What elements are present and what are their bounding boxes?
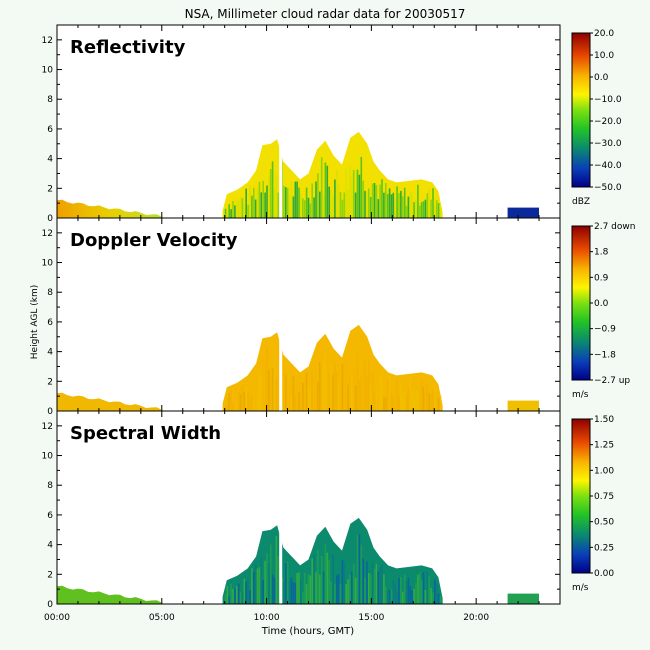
y-tick-label: 10 — [42, 452, 54, 462]
y-tick-label: 12 — [42, 422, 53, 432]
colorbar-tick-label: 20.0 — [594, 29, 614, 39]
panels-group: 0 2 4 6 8 10 12 Reflectivity 0 2 4 6 8 10 12 Doppler Ve… — [42, 24, 561, 610]
colorbar-3: 1.50 1.25 1.00 0.75 0.50 0.25 0.00 m/s — [571, 415, 614, 593]
y-tick-label: 4 — [47, 155, 53, 165]
y-tick-label: 6 — [47, 511, 53, 521]
panel-title: Reflectivity — [70, 37, 186, 58]
colorbar-unit: m/s — [572, 390, 589, 400]
colorbar-gradient — [571, 418, 591, 574]
echo-region-late — [507, 207, 539, 218]
x-axis-label: Time (hours, GMT) — [261, 626, 355, 637]
colorbar-tick-label: 0.0 — [594, 299, 609, 309]
panel-title: Spectral Width — [70, 423, 221, 444]
panel-3: 0 2 4 6 8 10 12 Spectral Width — [42, 410, 561, 610]
y-tick-label: 8 — [47, 95, 53, 105]
panel-2: 0 2 4 6 8 10 12 Doppler Velocity — [42, 217, 561, 417]
x-tick-label: 00:00 — [44, 613, 70, 623]
x-tick-label: 20:00 — [463, 613, 489, 623]
echo-region-early — [57, 199, 164, 218]
y-tick-label: 0 — [47, 214, 53, 224]
echo-texture — [224, 347, 442, 411]
colorbar-tick-label: −10.0 — [594, 95, 622, 105]
colorbar-tick-label: 1.50 — [594, 415, 614, 425]
colorbar-tick-label: −0.9 — [594, 325, 616, 335]
echo-region-early — [57, 585, 164, 604]
chart-title: NSA, Millimeter cloud radar data for 200… — [184, 7, 466, 21]
echo-texture — [224, 156, 442, 218]
y-axis-label: Height AGL (km) — [30, 285, 40, 359]
y-tick-label: 6 — [47, 125, 53, 135]
colorbar-tick-label: −2.7 up — [594, 376, 630, 386]
y-tick-label: 12 — [42, 36, 53, 46]
echo-texture — [224, 534, 442, 604]
x-ticks-group: 00:00 05:00 10:00 15:00 20:00 — [44, 613, 489, 623]
x-tick-label: 10:00 — [254, 613, 280, 623]
y-tick-label: 4 — [47, 348, 53, 358]
y-tick-label: 6 — [47, 318, 53, 328]
y-tick-label: 2 — [47, 377, 53, 387]
y-tick-label: 0 — [47, 600, 53, 610]
colorbar-2: 2.7 down 1.8 0.9 0.0 −0.9 −1.8 −2.7 up m/s — [571, 222, 635, 400]
y-tick-label: 0 — [47, 407, 53, 417]
colorbar-tick-label: −1.8 — [594, 350, 616, 360]
y-tick-label: 8 — [47, 288, 53, 298]
panel-title: Doppler Velocity — [70, 230, 238, 251]
ylabel: Height AGL (km) — [30, 285, 40, 359]
colorbar-tick-label: 1.8 — [594, 248, 609, 258]
x-tick-label: 05:00 — [149, 613, 175, 623]
colorbar-tick-label: −50.0 — [594, 183, 622, 193]
colorbar-tick-label: 0.9 — [594, 273, 609, 283]
y-tick-label: 2 — [47, 184, 53, 194]
colorbar-tick-label: 10.0 — [594, 51, 614, 61]
colorbar-unit: dBZ — [572, 197, 590, 207]
panel-1: 0 2 4 6 8 10 12 Reflectivity — [42, 24, 561, 224]
data-gap — [279, 25, 283, 218]
data-gap — [279, 411, 283, 604]
echo-region-late — [507, 400, 539, 411]
colorbar-tick-label: 1.00 — [594, 466, 614, 476]
colorbar-tick-label: 1.25 — [594, 441, 614, 451]
y-tick-label: 12 — [42, 229, 53, 239]
colorbar-tick-label: 0.0 — [594, 73, 609, 83]
y-tick-label: 10 — [42, 66, 54, 76]
colorbar-tick-label: 0.00 — [594, 569, 614, 579]
y-tick-label: 10 — [42, 259, 54, 269]
y-tick-label: 4 — [47, 541, 53, 551]
colorbar-1: 20.0 10.0 0.0 −10.0 −20.0 −30.0 −40.0 −50.0 dBZ — [571, 29, 622, 207]
colorbar-tick-label: 0.50 — [594, 518, 614, 528]
echo-region-late — [507, 593, 539, 604]
x-tick-label: 15:00 — [358, 613, 384, 623]
colorbar-tick-label: −40.0 — [594, 161, 622, 171]
y-tick-label: 2 — [47, 570, 53, 580]
colorbar-tick-label: 0.75 — [594, 492, 614, 502]
colorbar-unit: m/s — [572, 583, 589, 593]
y-tick-label: 8 — [47, 481, 53, 491]
colorbars-group: 20.010.00.0−10.0−20.0−30.0−40.0−50.0dBZ2… — [571, 29, 635, 593]
colorbar-gradient — [571, 32, 591, 188]
colorbar-tick-label: −30.0 — [594, 139, 622, 149]
echo-region-early — [57, 392, 164, 411]
colorbar-tick-label: −20.0 — [594, 117, 622, 127]
colorbar-tick-label: 2.7 down — [594, 222, 635, 232]
colorbar-gradient — [571, 225, 591, 381]
colorbar-tick-label: 0.25 — [594, 543, 614, 553]
data-gap — [279, 218, 283, 411]
